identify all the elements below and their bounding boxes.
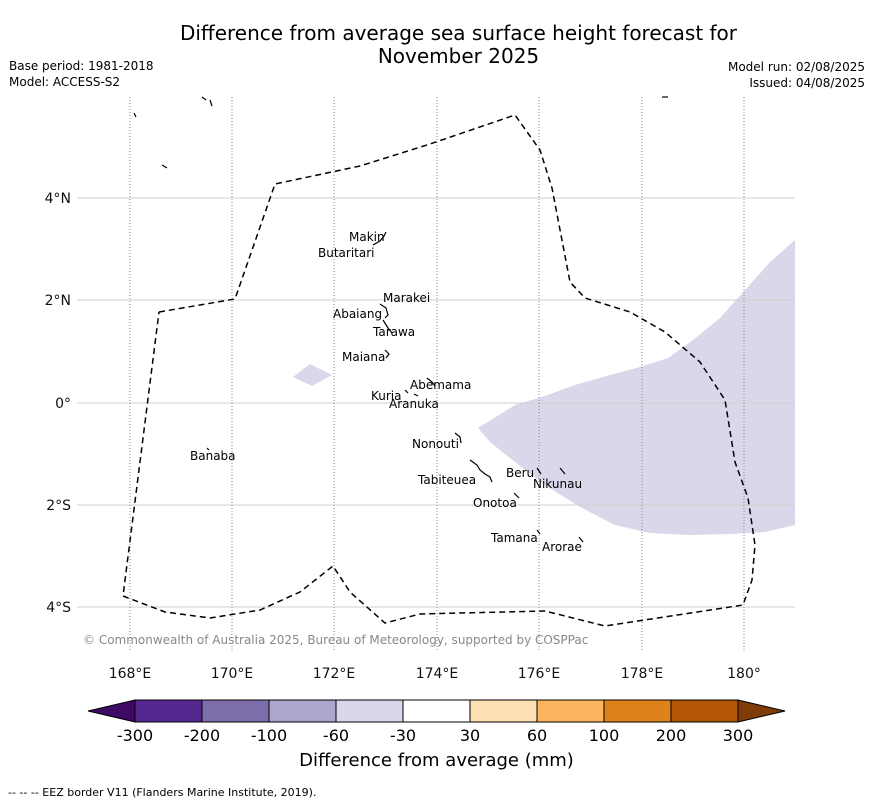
island-label-beru: Beru [506,466,534,480]
island-labels: Makin Butaritari Marakei Abaiang Tarawa … [190,230,582,554]
colorbar-tick-6: 30 [460,726,480,745]
lat-label-4s: 4°S [46,600,71,616]
colorbar-tick-7: 60 [527,726,547,745]
lon-label-178e: 178°E [621,666,664,682]
base-period: Base period: 1981-2018 [9,59,154,73]
colorbar-segment-4 [335,699,404,723]
lat-labels: 4°N 2°N 0° 2°S 4°S [45,191,72,616]
island-label-abaiang: Abaiang [333,307,382,321]
lon-label-168e: 168°E [109,666,152,682]
colorbar-segment-7 [536,699,605,723]
island-label-nonouti: Nonouti [412,437,459,451]
island-label-kuria: Kuria [371,389,402,403]
map-title: Difference from average sea surface heig… [0,22,873,68]
colorbar-segment-6 [469,699,538,723]
colorbar-tick-3: -100 [251,726,287,745]
colorbar-label: Difference from average (mm) [299,750,574,771]
colorbar-tick-2: -200 [184,726,220,745]
title-line-1: Difference from average sea surface heig… [179,21,738,45]
eez-legend-note: -- -- -- EEZ border V11 (Flanders Marine… [8,786,317,799]
lat-label-0: 0° [55,396,71,412]
lon-label-180: 180° [727,666,761,682]
model-name: Model: ACCESS-S2 [9,75,121,89]
colorbar-segment-3 [268,699,337,723]
anomaly-region-small [293,364,332,386]
run-info: Model run: 02/08/2025 Issued: 04/08/2025 [728,59,865,91]
island-label-abemama: Abemama [410,378,471,392]
island-shapes [133,96,668,543]
island-label-tabiteuea: Tabiteuea [417,473,476,487]
model-run: Model run: 02/08/2025 [727,60,865,74]
lon-label-176e: 176°E [518,666,561,682]
colorbar-segment-8 [603,699,672,723]
lat-gridlines [77,197,795,608]
colorbar: -300 -200 -100 -60 -30 30 60 100 200 300 [87,699,786,745]
colorbar-tick-5: -30 [390,726,416,745]
colorbar-tick-10: 300 [723,726,754,745]
island-label-tamana: Tamana [490,531,538,545]
anomaly-region [478,240,795,535]
island-label-banaba: Banaba [190,449,236,463]
colorbar-segment-2 [201,699,270,723]
island-label-arorae: Arorae [542,540,582,554]
lon-gridlines [129,97,745,650]
island-label-butaritari: Butaritari [318,246,375,260]
title-line-2: November 2025 [377,44,540,68]
lon-labels: 168°E 170°E 172°E 174°E 176°E 178°E 180° [109,666,761,682]
issued-date: Issued: 04/08/2025 [749,76,865,90]
island-label-onotoa: Onotoa [473,496,517,510]
colorbar-segment-1 [134,699,203,723]
lat-label-4n: 4°N [45,191,71,207]
colorbar-extend-left [87,699,136,723]
colorbar-tick-8: 100 [589,726,620,745]
lon-label-174e: 174°E [416,666,459,682]
island-label-makin: Makin [349,230,385,244]
island-label-tarawa: Tarawa [372,325,415,339]
colorbar-tick-1: -300 [117,726,153,745]
lon-label-170e: 170°E [211,666,254,682]
colorbar-extend-right [737,699,786,723]
island-label-nikunau: Nikunau [533,477,582,491]
base-info: Base period: 1981-2018 Model: ACCESS-S2 [9,58,154,90]
colorbar-segment-5 [402,699,471,723]
copyright-text: © Commonwealth of Australia 2025, Bureau… [83,633,588,647]
island-label-maiana: Maiana [342,350,385,364]
island-label-aranuka: Aranuka [389,397,439,411]
colorbar-tick-9: 200 [656,726,687,745]
lat-label-2s: 2°S [46,498,71,514]
lon-label-172e: 172°E [313,666,356,682]
colorbar-tick-4: -60 [323,726,349,745]
island-label-marakei: Marakei [383,291,430,305]
eez-border [122,114,756,627]
lat-label-2n: 2°N [45,293,71,309]
colorbar-segment-9 [670,699,739,723]
